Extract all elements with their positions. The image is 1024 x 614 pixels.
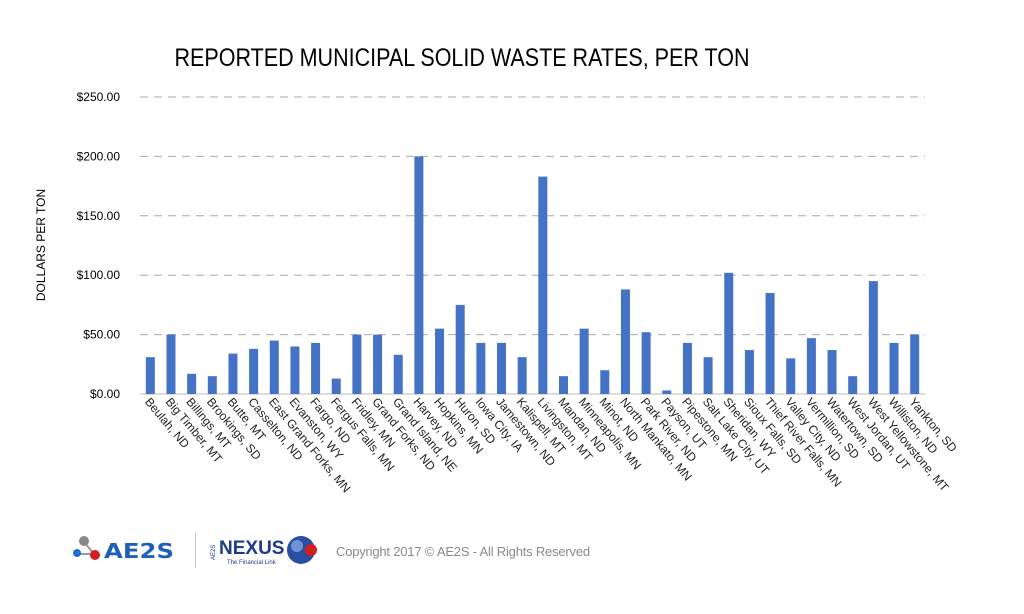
bar — [497, 342, 507, 394]
y-tick-label: $150.00 — [77, 209, 121, 223]
bar — [187, 373, 197, 394]
bar — [331, 378, 341, 394]
bar — [228, 353, 238, 394]
bar — [249, 348, 259, 394]
chart-title: REPORTED MUNICIPAL SOLID WASTE RATES, PE… — [175, 44, 750, 72]
bar — [207, 376, 217, 394]
y-tick-label: $200.00 — [77, 149, 121, 163]
bar — [868, 281, 878, 394]
footer-divider — [195, 532, 196, 568]
y-tick-label: $250.00 — [77, 90, 121, 104]
bar — [910, 334, 920, 394]
bar — [435, 328, 445, 394]
y-tick-label: $50.00 — [83, 328, 120, 342]
bar — [827, 350, 837, 394]
bar — [145, 357, 155, 394]
bar — [724, 272, 734, 394]
bar — [352, 334, 362, 394]
bar — [311, 342, 321, 394]
bar — [455, 304, 465, 394]
nexus-logo: AE2S NEXUS The Financial Link — [211, 536, 317, 566]
bar — [166, 334, 176, 394]
y-axis-label: DOLLARS PER TON — [34, 189, 48, 301]
bar — [414, 156, 424, 394]
y-tick-label: $100.00 — [77, 268, 121, 282]
bar — [476, 342, 486, 394]
svg-text:AE2S: AE2S — [211, 545, 217, 560]
bar — [620, 289, 630, 394]
bar — [682, 342, 692, 394]
bar — [517, 357, 527, 394]
bar — [393, 354, 403, 394]
bar — [373, 334, 383, 394]
bar — [662, 390, 672, 394]
svg-text:NEXUS: NEXUS — [219, 538, 284, 559]
bar — [600, 370, 610, 394]
bar — [848, 376, 858, 394]
bar — [579, 328, 589, 394]
bar — [558, 376, 568, 394]
bar — [538, 176, 548, 394]
bar — [290, 346, 300, 394]
bar — [269, 340, 279, 394]
y-tick-label: $0.00 — [90, 387, 120, 401]
bar — [806, 338, 816, 394]
bar — [765, 293, 775, 394]
svg-text:The Financial Link: The Financial Link — [227, 560, 277, 566]
copyright-text: Copyright 2017 © AE2S - All Rights Reser… — [336, 544, 590, 559]
bar — [786, 358, 796, 394]
bar — [889, 342, 899, 394]
ae2s-logo: AE2S — [73, 536, 174, 563]
bar — [744, 350, 754, 394]
footer-logos: AE2S — [72, 532, 187, 572]
bar — [641, 332, 651, 394]
bar — [703, 357, 713, 394]
svg-text:AE2S: AE2S — [104, 539, 174, 563]
